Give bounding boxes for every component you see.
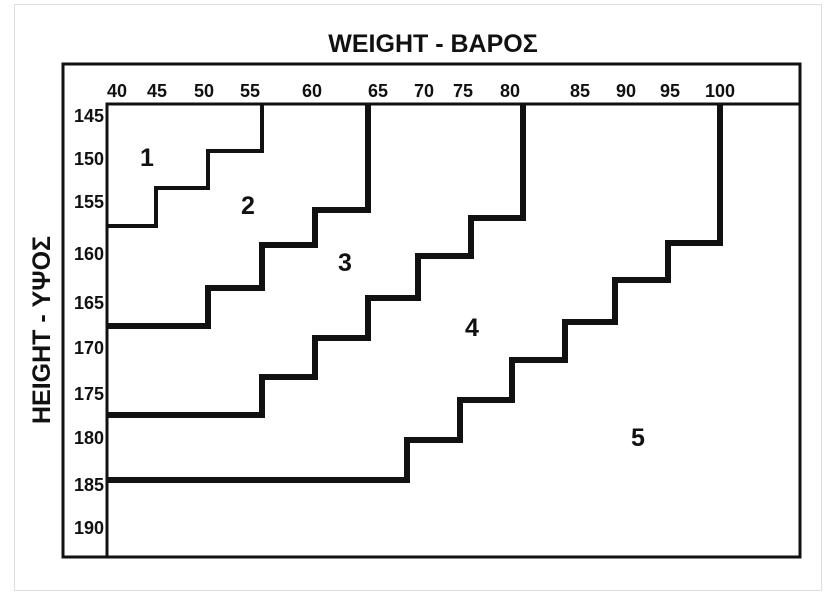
zone-boundary-4-5 [107, 104, 723, 483]
chart-title: WEIGHT - ΒΑΡΟΣ [328, 30, 537, 58]
height-tick-label: 150 [74, 149, 104, 169]
y-axis-title: HEIGHT - ΥΨΟΣ [28, 236, 56, 424]
zone-boundary-3-4 [107, 104, 526, 418]
zone-label: 2 [241, 192, 255, 220]
weight-tick-label: 55 [240, 81, 260, 101]
zone-boundary-2-3 [107, 104, 371, 329]
weight-tick-label: 60 [302, 81, 322, 101]
weight-tick-label: 75 [453, 81, 473, 101]
height-tick-label: 170 [74, 338, 104, 358]
zone-label: 5 [631, 424, 645, 452]
weight-tick-label: 70 [414, 81, 434, 101]
height-tick-label: 155 [74, 192, 104, 212]
height-tick-label: 175 [74, 384, 104, 404]
outer-frame [61, 62, 802, 559]
height-tick-label: 180 [74, 428, 104, 448]
zone-label: 3 [338, 249, 352, 277]
weight-tick-label: 100 [705, 81, 735, 101]
weight-tick-label: 45 [147, 81, 167, 101]
zone-label: 1 [140, 144, 154, 172]
height-tick-label: 160 [74, 244, 104, 264]
grid-frame [105, 102, 802, 559]
height-ticks: 145 150 155 160 165 170 175 180 185 190 [74, 106, 104, 538]
weight-ticks: 40 45 50 55 60 65 70 75 80 85 90 95 100 [107, 81, 735, 101]
weight-tick-label: 65 [368, 81, 388, 101]
weight-tick-label: 80 [500, 81, 520, 101]
height-tick-label: 165 [74, 293, 104, 313]
zone-labels: 1 2 3 4 5 [140, 144, 645, 452]
zone-boundary-1-2 [107, 104, 264, 228]
weight-tick-label: 40 [107, 81, 127, 101]
weight-tick-label: 90 [616, 81, 636, 101]
height-tick-label: 190 [74, 518, 104, 538]
zone-label: 4 [465, 314, 479, 342]
height-tick-label: 185 [74, 475, 104, 495]
weight-tick-label: 95 [660, 81, 680, 101]
weight-tick-label: 50 [194, 81, 214, 101]
weight-tick-label: 85 [570, 81, 590, 101]
height-tick-label: 145 [74, 106, 104, 126]
